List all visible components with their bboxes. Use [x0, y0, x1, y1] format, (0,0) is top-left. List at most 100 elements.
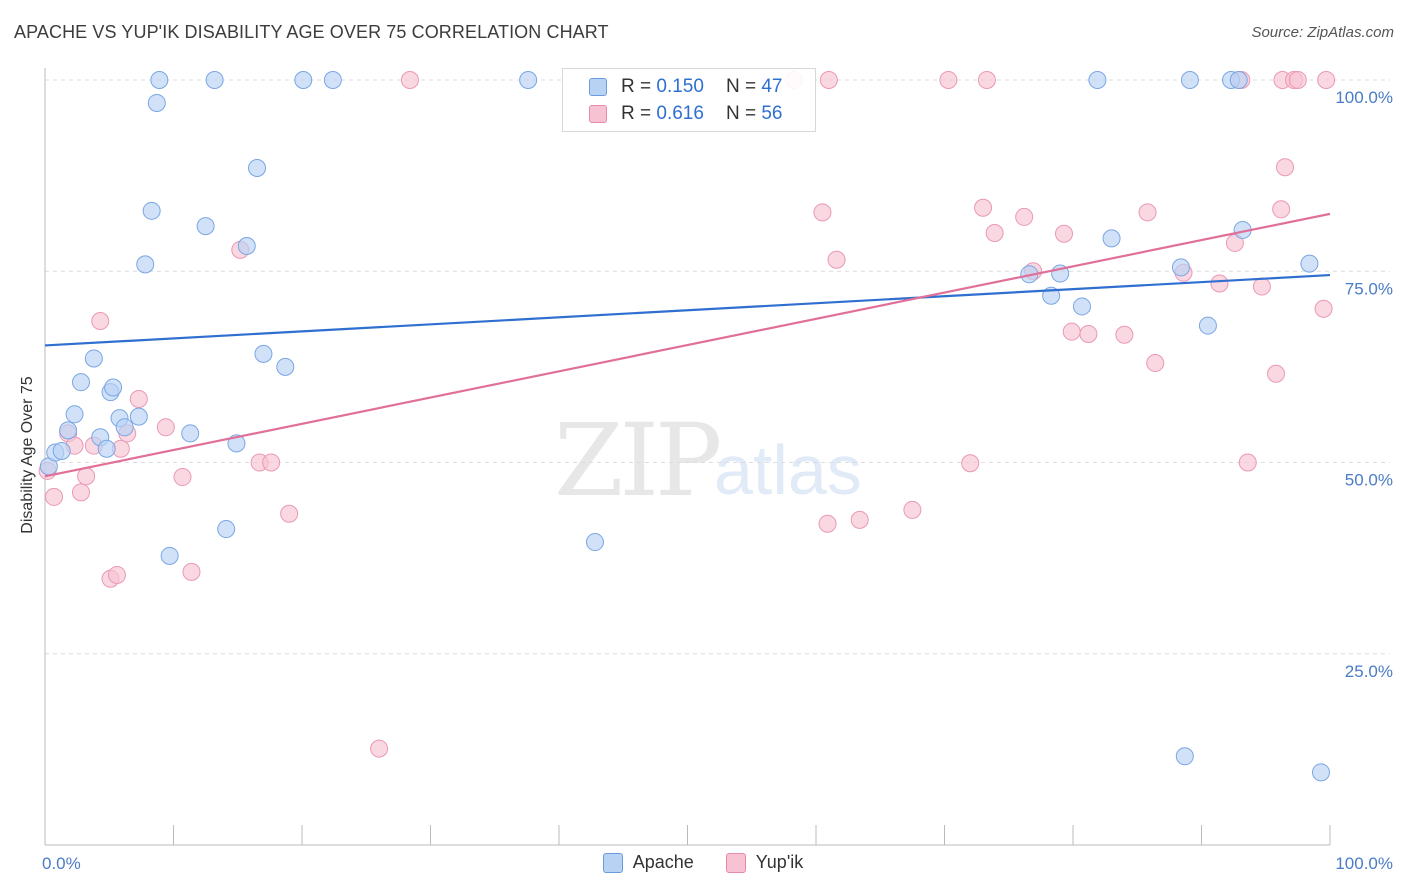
- axes: [44, 68, 1331, 846]
- yupik-point: [91, 311, 110, 330]
- apache-point: [323, 71, 342, 89]
- yupik-point: [850, 510, 869, 529]
- yupik-point: [280, 504, 299, 523]
- apache-point: [147, 93, 166, 112]
- yupik-point: [977, 71, 996, 89]
- yupik-point: [156, 418, 175, 437]
- yupik-point: [1267, 364, 1286, 383]
- apache-trend-line: [44, 273, 1331, 347]
- yupik-swatch: [589, 105, 607, 123]
- yupik-point: [1272, 200, 1291, 219]
- yupik-legend-swatch: [725, 852, 746, 873]
- yupik-point: [182, 562, 201, 581]
- yupik-point: [107, 565, 126, 584]
- yupik-point: [370, 739, 389, 758]
- yupik-point: [1314, 299, 1333, 318]
- apache-point: [1175, 747, 1194, 766]
- apache-point: [1198, 316, 1217, 335]
- correlation-legend: R = 0.150 N = 47 R = 0.616 N = 56: [562, 68, 816, 132]
- apache-point: [254, 344, 273, 363]
- yupik-point: [1138, 203, 1157, 222]
- trend-lines: [44, 212, 1331, 478]
- apache-point: [84, 349, 103, 368]
- apache-n-value: 47: [761, 76, 783, 97]
- apache-point: [585, 533, 604, 552]
- yupik-point: [813, 203, 832, 222]
- apache-point: [196, 217, 215, 236]
- grid-lines: [45, 79, 1390, 655]
- yupik-point: [262, 453, 281, 472]
- apache-legend-label: Apache: [632, 852, 694, 872]
- yupik-point: [818, 514, 837, 533]
- chart-title: APACHE VS YUP'IK DISABILITY AGE OVER 75 …: [14, 22, 609, 42]
- legend-item-apache[interactable]: Apache: [602, 852, 694, 873]
- apache-point: [205, 71, 224, 89]
- yupik-point: [1079, 324, 1098, 343]
- apache-point: [160, 546, 179, 565]
- apache-point: [71, 373, 90, 392]
- yupik-trend-line: [44, 212, 1331, 478]
- apache-point: [294, 71, 313, 89]
- apache-point: [1088, 71, 1107, 89]
- apache-point: [59, 421, 78, 440]
- apache-point: [52, 442, 71, 461]
- apache-point: [519, 71, 538, 89]
- apache-point: [181, 424, 200, 443]
- yupik-point: [1317, 71, 1336, 89]
- apache-point: [97, 439, 116, 458]
- apache-point: [1102, 229, 1121, 248]
- watermark-atlas: atlas: [714, 431, 862, 509]
- series-legend: Apache Yup'ik: [0, 852, 1406, 873]
- apache-point: [1072, 297, 1091, 316]
- apache-point: [1312, 763, 1331, 782]
- apache-point: [217, 520, 236, 539]
- y-tick-label: 75.0%: [1345, 279, 1393, 298]
- apache-point: [276, 357, 295, 376]
- yupik-legend-label: Yup'ik: [755, 852, 804, 872]
- legend-item-yupik[interactable]: Yup'ik: [725, 852, 804, 873]
- yupik-r-label: R =: [621, 103, 652, 124]
- legend-row-apache: R = 0.150 N = 47: [589, 75, 782, 99]
- apache-n-label: N =: [725, 76, 757, 97]
- apache-point: [65, 405, 84, 424]
- yupik-point: [1276, 158, 1295, 177]
- apache-point: [129, 407, 148, 426]
- chart-source: Source: ZipAtlas.com: [1251, 24, 1394, 41]
- apache-point: [1171, 258, 1190, 277]
- yupik-point: [1288, 71, 1307, 89]
- apache-legend-swatch: [602, 852, 623, 873]
- yupik-point: [1115, 325, 1134, 344]
- x-tick-label-left: 0.0%: [42, 854, 81, 873]
- yupik-point: [961, 454, 980, 473]
- yupik-point: [1238, 453, 1257, 472]
- yupik-point: [1146, 354, 1165, 373]
- apache-point: [142, 201, 161, 220]
- x-tick-label-right: 100.0%: [1335, 854, 1393, 873]
- yupik-point: [129, 390, 148, 409]
- yupik-r-value: 0.616: [656, 103, 704, 124]
- y-tick-label: 100.0%: [1335, 88, 1393, 107]
- yupik-n-value: 56: [761, 103, 783, 124]
- yupik-point: [1055, 224, 1074, 243]
- yupik-point: [1062, 322, 1081, 341]
- yupik-point: [1210, 274, 1229, 293]
- apache-point: [115, 418, 134, 437]
- yupik-point: [974, 198, 993, 217]
- yupik-point: [400, 71, 419, 89]
- yupik-point: [819, 71, 838, 89]
- yupik-point: [1015, 207, 1034, 226]
- yupik-point: [827, 250, 846, 269]
- apache-point: [1300, 254, 1319, 273]
- apache-point: [1180, 71, 1199, 89]
- apache-r-label: R =: [621, 76, 652, 97]
- yupik-point: [71, 483, 90, 502]
- watermark-zip: ZIP: [554, 402, 722, 519]
- apache-point: [1229, 71, 1248, 89]
- apache-point: [136, 255, 155, 274]
- tick-labels: 25.0% 50.0% 75.0% 100.0% 0.0% 100.0%: [42, 88, 1393, 873]
- y-tick-label: 25.0%: [1345, 662, 1393, 681]
- apache-points: [39, 71, 1331, 782]
- legend-row-yupik: R = 0.616 N = 56: [589, 102, 782, 126]
- apache-point: [150, 71, 169, 89]
